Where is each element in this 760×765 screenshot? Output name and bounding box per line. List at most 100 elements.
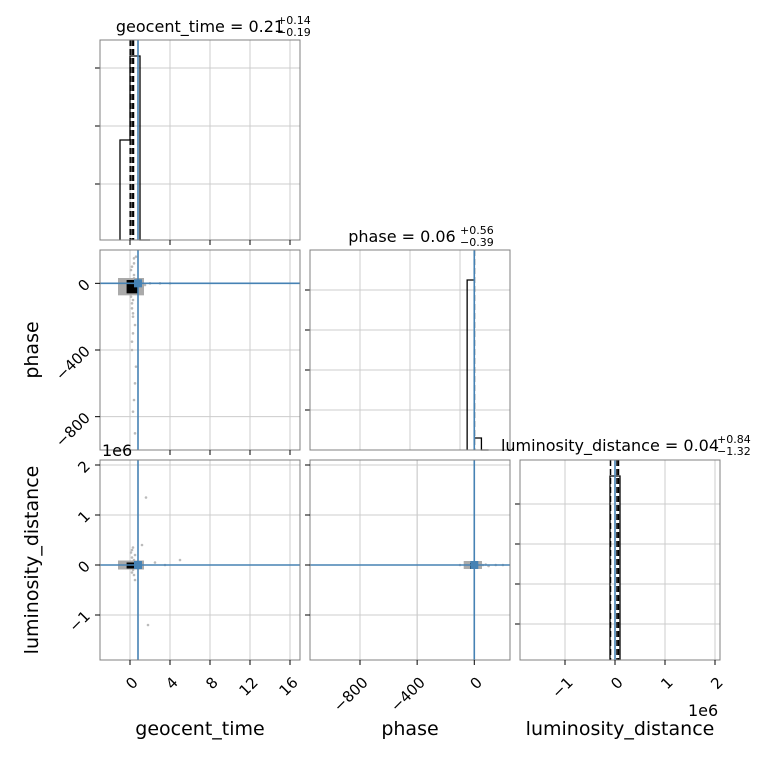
x-tick-label: 16 [275, 673, 301, 699]
scatter-point [130, 302, 134, 305]
x-label-luminosity-distance: luminosity_distance [526, 718, 715, 740]
scatter-point [133, 553, 137, 557]
y-tick-label: −1 [65, 607, 93, 635]
x-tick-label: 0 [122, 673, 141, 692]
scatter-point [178, 558, 182, 562]
scatter-point [130, 307, 134, 310]
y-tick-label: 0 [74, 276, 93, 295]
x-tick-label: −400 [387, 673, 429, 715]
scatter-point [132, 257, 136, 260]
x-tick-label: 1 [657, 673, 676, 692]
scatter-point [129, 295, 133, 298]
frame-hist-phase [309, 249, 511, 451]
y-tick-label: 1 [74, 507, 93, 526]
scatter-point [133, 382, 137, 385]
hist-bin [474, 438, 481, 450]
hist-bin [467, 280, 474, 450]
y-tick-label: 0 [74, 557, 93, 576]
scatter-point [134, 365, 138, 368]
marks-hist-phase [466, 250, 489, 451]
title-geocent-time: geocent_time = 0.21 [116, 17, 284, 37]
scatter-point [131, 312, 135, 315]
x-tick-label: 8 [202, 673, 221, 692]
y-tick-label: 2 [74, 457, 93, 476]
title-luminosity-distance-sup: +0.84 [717, 433, 751, 446]
scatter-point [129, 268, 133, 272]
x-label-geocent-time: geocent_time [135, 718, 264, 740]
scatter-point [130, 571, 134, 574]
scatter-point [132, 398, 136, 402]
grid-hist-phase [305, 250, 510, 450]
hist-outline [466, 279, 489, 451]
truth-marker [134, 279, 142, 288]
y-tick-label: −800 [52, 409, 94, 451]
marks-hist-geocent-time [119, 40, 150, 241]
scatter-point [131, 315, 135, 318]
frame-scatter-phase-luminosity-distance [309, 459, 511, 661]
y-offset-label: 1e6 [102, 441, 132, 460]
marks-scatter-geocent-time-phase [100, 250, 300, 450]
grid-scatter-geocent-time-luminosity-distance [100, 460, 300, 660]
marks-scatter-phase-luminosity-distance [310, 460, 510, 660]
scatter-point [130, 348, 134, 352]
scatter-point [134, 255, 138, 258]
panel-scatter-geocent-time-luminosity-distance: 1e6 [99, 441, 301, 661]
panel-scatter-geocent-time-phase [99, 249, 301, 451]
y-label-phase: phase [21, 321, 43, 378]
panel-hist-phase: phase = 0.06 +0.56 −0.39 [305, 224, 511, 451]
x-tick-label: 4 [162, 673, 181, 692]
frame-hist-geocent-time [99, 39, 301, 241]
scatter-point [129, 551, 133, 554]
title-luminosity-distance-sub: −1.32 [717, 445, 751, 458]
scatter-point [140, 543, 144, 547]
title-geocent-time-sub: −0.19 [277, 26, 311, 39]
title-geocent-time-sup: +0.14 [277, 14, 311, 27]
scatter-point [130, 265, 134, 268]
title-luminosity-distance: luminosity_distance = 0.04 [501, 436, 719, 456]
scatter-point [133, 323, 137, 327]
marks-hist-luminosity-distance [609, 460, 621, 660]
scatter-point [130, 340, 134, 343]
grid-scatter-phase-luminosity-distance [310, 460, 510, 660]
x-tick-label: 0 [466, 673, 485, 692]
scatter-point [131, 546, 135, 549]
truth-marker [470, 561, 479, 569]
truth-marker [134, 561, 142, 569]
scatter-point [153, 561, 157, 564]
frame-scatter-geocent-time-luminosity-distance [99, 459, 301, 661]
hist-outline [119, 55, 150, 241]
x-tick-label: 12 [235, 673, 261, 699]
x-tick-label: −1 [548, 673, 576, 701]
x-label-phase: phase [381, 718, 438, 740]
title-phase-sub: −0.39 [460, 236, 494, 249]
scatter-point [132, 262, 136, 265]
x-offset-label: 1e6 [688, 701, 718, 720]
scatter-point [131, 332, 135, 335]
x-tick-label: 0 [607, 673, 626, 692]
panel-hist-geocent-time: geocent_time = 0.21 +0.14 −0.19 [95, 14, 311, 241]
panel-hist-luminosity-distance: luminosity_distance = 0.04 +0.84 −1.32 1… [501, 433, 751, 720]
scatter-point [146, 623, 150, 627]
x-tick-label: 2 [707, 673, 726, 692]
scatter-point [143, 283, 147, 287]
scatter-point [133, 432, 137, 435]
scatter-point [132, 573, 136, 577]
y-tick-label: −400 [52, 342, 94, 384]
scatter-point [132, 273, 136, 277]
scatter-point [131, 410, 135, 413]
hist-bin [120, 140, 130, 240]
panel-scatter-phase-luminosity-distance [309, 459, 511, 661]
x-tick-label: −800 [330, 673, 372, 715]
y-label-luminosity-distance: luminosity_distance [21, 466, 43, 655]
title-phase: phase = 0.06 [348, 227, 455, 246]
frame-hist-luminosity-distance [519, 459, 721, 661]
scatter-point [131, 298, 135, 302]
scatter-point [133, 578, 137, 582]
marks-scatter-geocent-time-luminosity-distance [100, 460, 300, 660]
scatter-point [130, 556, 134, 559]
density-core [126, 280, 138, 294]
scatter-point [130, 548, 134, 552]
